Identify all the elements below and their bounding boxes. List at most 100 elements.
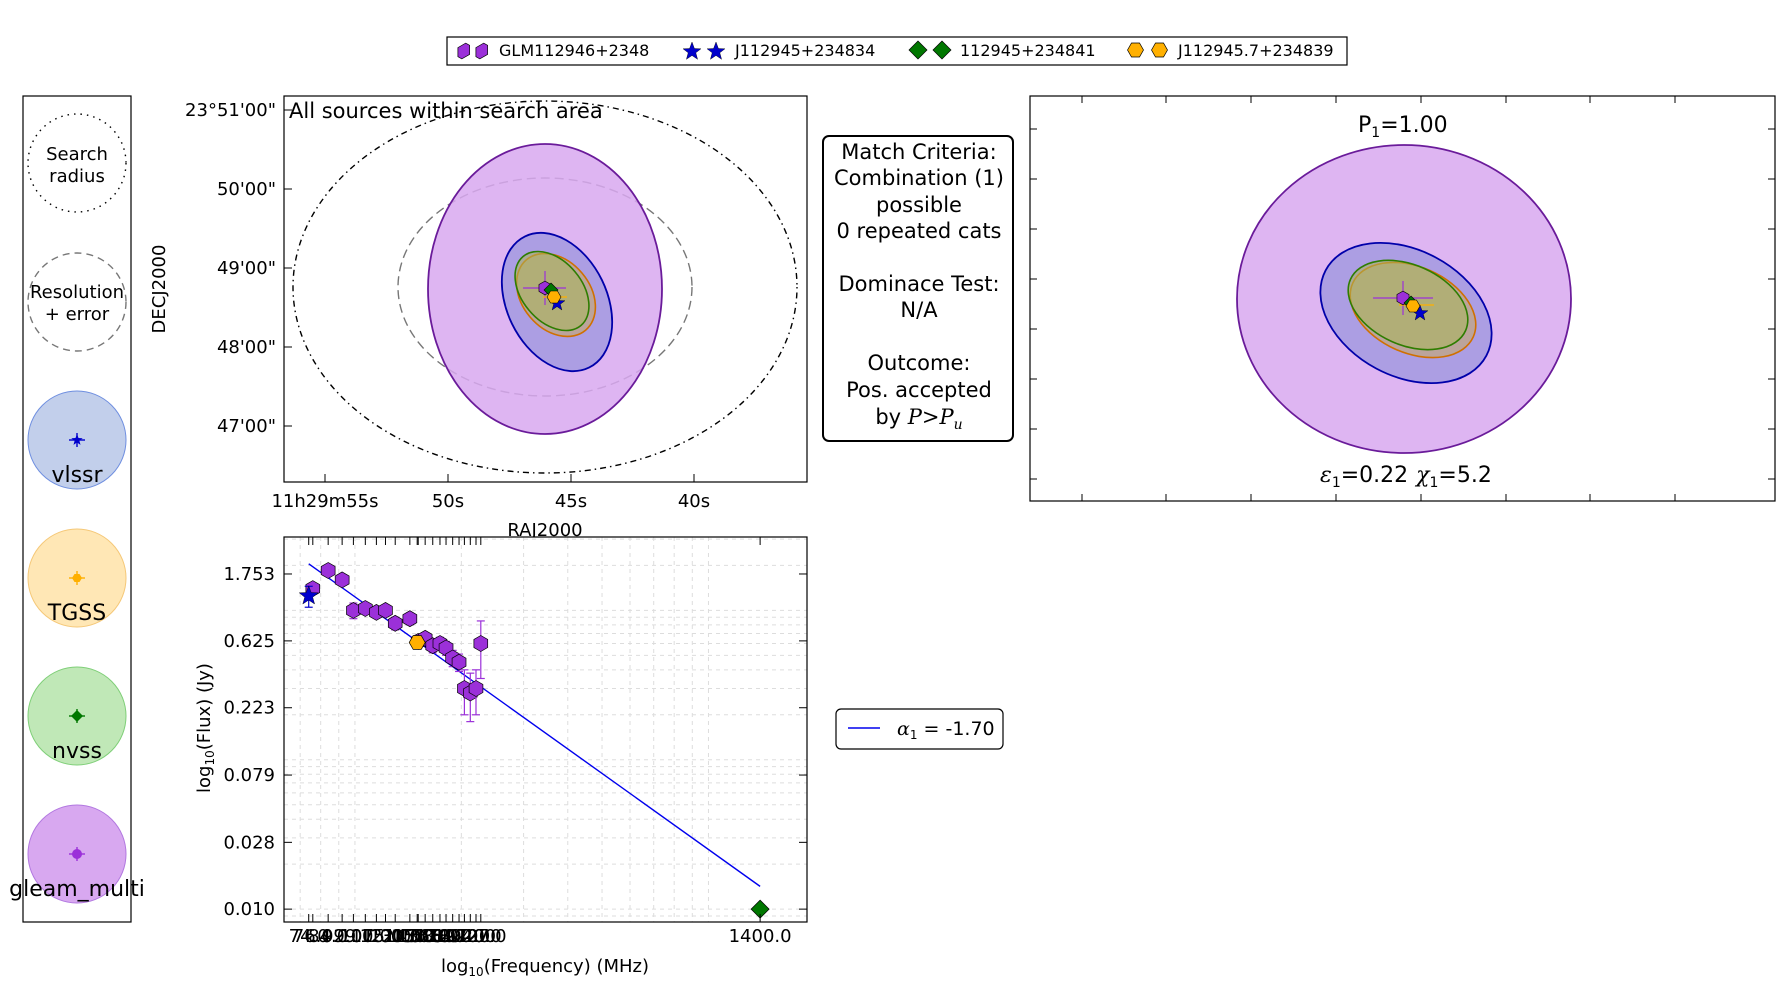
legend-marker-diamond-a [908,40,928,60]
top-legend-frame [446,36,1348,66]
sed-xlabel-rest: (Frequency) (MHz) [484,956,649,977]
criteria-last-sub: u [954,417,963,433]
legend-marker-diamond-b [932,40,952,60]
zoom-eps-value: =0.22 [1341,463,1408,488]
sed-xtick-label-17: 197.0 [433,926,485,947]
key-search-radius: Search radius [27,113,127,213]
gleam-label: gleam_multi [9,877,145,902]
legend-entry-112945: 112945+234841 [908,40,1096,60]
sed-point-s1-0 [298,585,319,605]
sed-legend-label: α1 = -1.70 [897,718,995,742]
legend-marker-tgss-b [1151,42,1168,58]
legend-label-glm: GLM112946+2348 [499,41,649,60]
sky-plot: All sources within search area 23°51'00"… [149,95,808,541]
sed-xtick-label-11: 151.0 [392,926,444,947]
sed-ytick-label-2: 0.079 [223,765,275,786]
criteria-last-prefix: by [875,405,907,429]
sed-xtick-label-6: 115.0 [351,926,403,947]
sed-legend-alpha: α [897,718,910,740]
vlssr-star-marker [71,434,83,445]
sed-xtick-label-8: 130.0 [369,926,421,947]
sky-xtick-label-2: 45s [555,491,587,512]
criteria-line-8: Outcome: [868,351,971,375]
zoom-eps-symbol: ε [1320,463,1332,488]
sed-point-s0-4 [358,600,373,617]
sed-xtick-label-3: 92.0 [322,926,362,947]
sed-xtick-label-9: 143.0 [384,926,436,947]
zoom-p-sub: 1 [1371,125,1380,141]
sed-point-s0-18 [468,680,484,697]
gleam-marker [72,849,82,859]
key-vlssr: vlssr [27,390,127,490]
zoom-tgss-marker [1405,299,1421,313]
zoom-stats-label: ε1=0.22 χ1=5.2 [1320,463,1492,491]
sky-xticks: 11h29m55s 50s 45s 40s [271,474,710,512]
key-nvss: nvss [27,666,127,766]
sed-xtick-label-5: 107.0 [340,926,392,947]
zoom-plot: P1=1.00 ε1=0.22 χ1=5.2 [1029,95,1776,502]
legend-label-tgss: J112945.7+234839 [1177,41,1334,60]
criteria-line-9: Pos. accepted [846,378,992,402]
sed-point-s0-6 [378,601,393,619]
sed-ylabel: log10(Flux) (Jy) [194,663,217,793]
search-radius-label-2: radius [49,166,105,187]
key-gleam: gleam_multi [9,804,145,904]
vlssr-label: vlssr [51,463,103,488]
sed-plot: 0.010 0.028 0.079 0.223 0.625 1.753 74.076.084… [194,536,808,979]
criteria-line-10: by P>Pu [875,405,962,433]
key-tgss: TGSS [27,528,127,628]
legend-marker-glm-a [457,42,470,60]
sed-xtick-label-20: 220.0 [450,926,502,947]
zoom-p-label: P1=1.00 [1358,113,1448,141]
zoom-ticks [1030,96,1775,501]
key-panel-frame [22,95,132,923]
sky-ytick-label-3: 48'00" [217,337,276,358]
search-radius-label-1: Search [46,144,108,165]
sed-point-s0-1 [320,562,336,579]
tgss-hex-marker [72,574,82,582]
sed-point-s0-15 [451,653,467,671]
sky-xlabel: RAJ2000 [507,520,582,541]
sky-xtick-label-3: 40s [678,491,710,512]
sed-ytick-label-0: 0.010 [223,899,275,920]
legend-marker-glm-b [475,42,488,60]
sky-ytick-label-2: 49'00" [217,258,276,279]
sky-ytick-label-0: 23°51'00" [185,100,276,121]
sed-point-s0-8 [402,610,418,628]
criteria-frame [822,135,1014,442]
legend-label-112945: 112945+234841 [960,41,1096,60]
sed-xtick-label-0: 74.0 [289,926,329,947]
sed-point-s0-19 [473,635,489,652]
criteria-line-1: Combination (1) [834,166,1004,190]
sed-ytick-label-1: 0.028 [223,832,275,853]
criteria-line-3: 0 repeated cats [837,219,1002,243]
sed-xtick-label-7: 122.0 [360,926,412,947]
key-resolution: Resolution + error [27,252,127,352]
sed-xlabel-prefix: log [441,956,468,977]
sed-ticks: 0.010 0.028 0.079 0.223 0.625 1.753 74.076.084… [223,537,807,947]
sed-xtick-label-16: 189.0 [427,926,479,947]
sky-yticks: 23°51'00" 50'00" 49'00" 48'00" 47'00" [185,100,292,437]
nvss-diamond-marker [71,710,83,722]
sed-point-s0-2 [334,571,350,589]
criteria-line-2: possible [876,193,962,217]
sed-xtick-label-13: 166.0 [407,926,459,947]
sky-plot-annotation: All sources within search area [289,99,603,123]
legend-entry-tgss: J112945.7+234839 [1127,41,1334,60]
zoom-chi-value: =5.2 [1438,463,1491,488]
sed-legend: α1 = -1.70 [835,708,1004,750]
resolution-label-1: Resolution [30,282,124,303]
zoom-p-value: =1.00 [1380,113,1447,138]
sky-ytick-label-1: 50'00" [217,179,276,200]
resolution-label-2: + error [45,304,110,325]
sed-xtick-label-1: 76.0 [293,926,333,947]
key-panel: Search radius Resolution + error vlssr T… [9,95,145,923]
sed-xlabel: log10(Frequency) (MHz) [441,956,649,979]
legend-entry-j112945: J112945+234834 [682,41,875,60]
nvss-label: nvss [52,739,102,764]
sed-legend-frame [835,708,1004,750]
sed-xtick-label-15: 181.0 [420,926,472,947]
sed-xtick-label-4: 99.0 [333,926,373,947]
sky-ytick-label-4: 47'00" [217,416,276,437]
